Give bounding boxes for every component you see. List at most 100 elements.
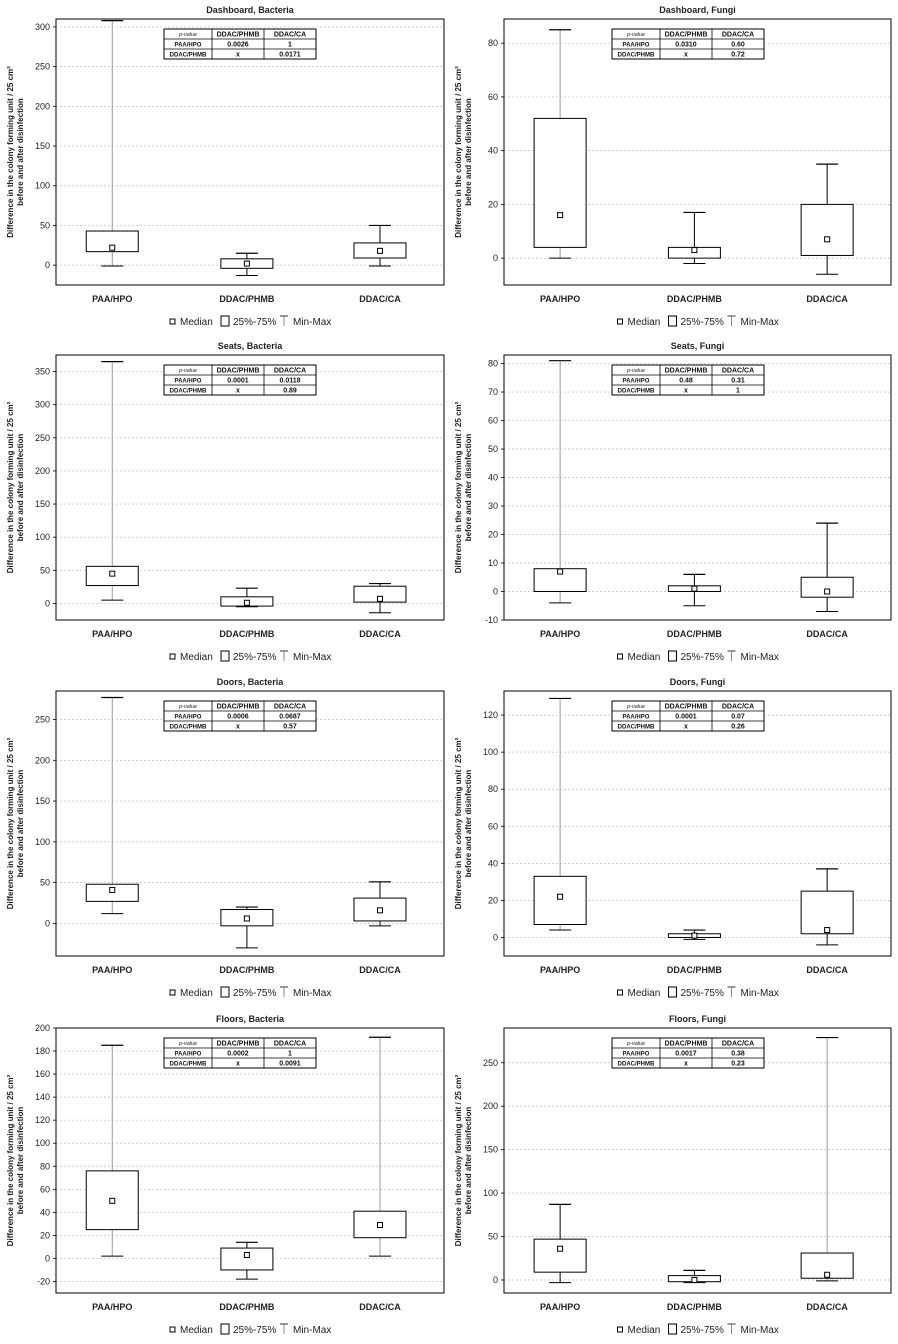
legend-median-icon — [617, 989, 623, 996]
pvalue-cell: 0.57 — [283, 724, 297, 731]
legend-box-label: 25%-75% — [681, 317, 724, 328]
pvalue-row-label: PAA/HPO — [623, 1052, 650, 1058]
pvalue-table: p-value DDAC/PHMB DDAC/CA PAA/HPO 0.0310 0.60… — [611, 28, 765, 60]
median-marker — [109, 886, 116, 893]
y-axis-label: Difference in the colony forming unit / … — [6, 401, 25, 573]
box-plot-DDAC/CA — [800, 1036, 854, 1282]
y-axis-label: Difference in the colony forming unit / … — [6, 66, 25, 238]
pvalue-header: p-value — [178, 32, 197, 38]
box-plot-DDAC/PHMB — [667, 573, 721, 607]
box-plot-DDAC/CA — [800, 868, 854, 946]
pvalue-cell: 0.0001 — [675, 714, 697, 721]
y-tick-label: 100 — [35, 837, 50, 847]
box-plot-PAA/HPO — [85, 1044, 139, 1257]
median-marker — [243, 599, 250, 606]
x-tick-label: DDAC/PHMB — [219, 965, 274, 975]
y-tick-label: 100 — [483, 1188, 498, 1198]
legend: Median 25%-75% Min-Max — [617, 1323, 779, 1336]
y-tick-label: 60 — [488, 821, 498, 831]
x-tick-label: DDAC/PHMB — [219, 629, 274, 639]
y-tick-label: 100 — [483, 747, 498, 757]
pvalue-col-header: DDAC/CA — [274, 32, 306, 39]
pvalue-cell: x — [684, 724, 688, 731]
median-marker — [557, 212, 564, 219]
pvalue-col-header: DDAC/PHMB — [665, 1041, 708, 1048]
y-tick-label: 20 — [488, 199, 498, 209]
pvalue-row-label: PAA/HPO — [623, 43, 650, 49]
pvalue-header: p-value — [178, 704, 197, 710]
median-marker — [376, 247, 383, 254]
y-tick-label: 250 — [483, 1058, 498, 1068]
pvalue-cell: 0.60 — [731, 42, 745, 49]
legend: Median 25%-75% Min-Max — [169, 1323, 331, 1336]
y-tick-label: 80 — [488, 784, 498, 794]
plot-frame — [55, 18, 445, 286]
pvalue-table-frame — [163, 28, 317, 60]
box-plot-PAA/HPO — [533, 360, 587, 604]
pvalue-cell: 0.0118 — [279, 378, 300, 385]
pvalue-header: p-value — [626, 368, 645, 374]
pvalue-cell: 0.38 — [731, 1051, 745, 1058]
chart-panel: Dashboard, Fungi 0 20 40 60 80 Difference in t… — [454, 5, 892, 328]
legend-median-label: Median — [628, 317, 661, 328]
pvalue-col-header: DDAC/PHMB — [665, 368, 708, 375]
chart-panel: Seats, Bacteria 0 50 100 150 200 250 300 350 Diff… — [6, 341, 445, 663]
pvalue-header: p-value — [178, 1041, 197, 1047]
legend-box-label: 25%-75% — [681, 652, 724, 663]
legend-median-icon — [169, 989, 176, 996]
x-tick-label: DDAC/PHMB — [219, 1302, 274, 1312]
legend-box-icon — [668, 315, 677, 327]
legend-box-icon — [220, 1323, 230, 1335]
median-marker — [376, 595, 383, 602]
pvalue-cell: 0.0171 — [279, 52, 301, 59]
legend-box-icon — [220, 315, 230, 327]
pvalue-row-label: DDAC/PHMB — [618, 1062, 655, 1068]
legend-box-icon — [220, 986, 230, 998]
pvalue-col-header: DDAC/PHMB — [665, 32, 708, 39]
box-plot-PAA/HPO — [85, 19, 139, 267]
median-marker — [557, 893, 564, 900]
box-plot-DDAC/PHMB — [220, 906, 274, 949]
plot-frame — [503, 690, 892, 957]
x-tick-label: PAA/HPO — [92, 294, 132, 304]
y-tick-label: 20 — [488, 895, 498, 905]
legend-box-icon — [668, 650, 677, 662]
y-tick-label: 0 — [45, 1253, 50, 1263]
x-tick-label: DDAC/CA — [359, 1302, 401, 1312]
pvalue-table: p-value DDAC/PHMB DDAC/CA PAA/HPO 0.0001 0.01… — [163, 364, 317, 396]
legend-median-label: Median — [628, 652, 661, 663]
x-tick-label: DDAC/CA — [359, 965, 401, 975]
box-plot-DDAC/CA — [800, 522, 854, 612]
pvalue-col-header: DDAC/CA — [274, 368, 306, 375]
pvalue-row-label: DDAC/PHMB — [170, 389, 207, 395]
legend-median-icon — [617, 653, 623, 660]
median-marker — [243, 1251, 250, 1258]
pvalue-col-header: DDAC/CA — [722, 32, 754, 39]
legend-median-label: Median — [628, 1325, 661, 1336]
legend-box-label: 25%-75% — [681, 988, 724, 999]
y-axis-label: Difference in the colony forming unit / … — [6, 737, 25, 909]
median-marker — [557, 568, 564, 575]
pvalue-cell: x — [684, 388, 688, 395]
pvalue-cell: x — [684, 52, 688, 59]
median-marker — [691, 247, 698, 254]
y-axis-label: Difference in the colony forming unit / … — [454, 737, 473, 909]
legend-box-label: 25%-75% — [233, 317, 276, 328]
y-tick-label: 200 — [483, 1101, 498, 1111]
median-marker — [557, 1245, 564, 1252]
box-plot-DDAC/PHMB — [667, 1269, 721, 1284]
pvalue-header: p-value — [626, 32, 645, 38]
y-tick-label: 40 — [488, 858, 498, 868]
pvalue-col-header: DDAC/CA — [722, 704, 754, 711]
iqr-box — [220, 1247, 274, 1271]
y-tick-label: 0 — [45, 260, 50, 270]
pvalue-col-header: DDAC/CA — [722, 368, 754, 375]
y-tick-label: 0 — [45, 918, 50, 928]
median-marker — [691, 1276, 698, 1283]
pvalue-cell: 1 — [288, 42, 292, 49]
y-tick-label: 60 — [488, 92, 498, 102]
chart-panel: Dashboard, Bacteria 0 50 100 150 200 250 300 Dif… — [6, 5, 445, 328]
y-tick-label: 40 — [40, 1207, 50, 1217]
x-tick-label: DDAC/PHMB — [219, 294, 274, 304]
